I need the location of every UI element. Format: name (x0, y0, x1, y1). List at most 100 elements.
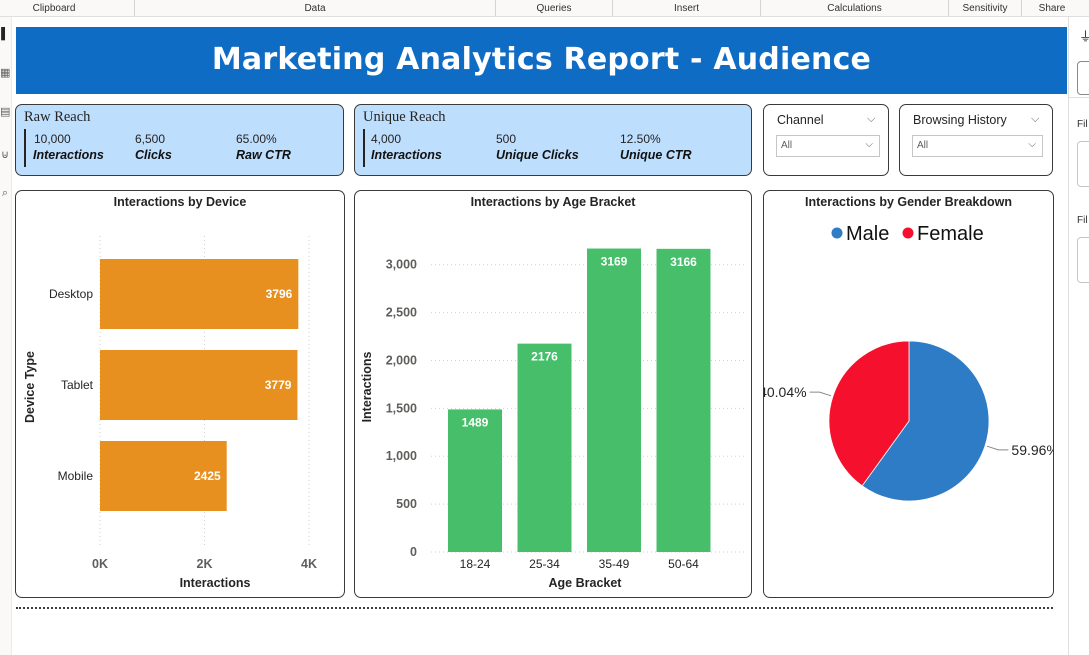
ribbon-separator (612, 0, 613, 16)
age-bar-chart: 0 500 1,000 1,500 2,000 2,500 3,000 1489 18-24 21… (360, 248, 745, 590)
chart-title: Interactions by Device (113, 195, 247, 209)
title-banner: Marketing Analytics Report - Audience (16, 27, 1067, 94)
data-label: 3796 (266, 287, 293, 301)
x-tick-label: 35-49 (599, 557, 630, 571)
x-axis-title: Age Bracket (549, 576, 623, 590)
filters-pane: ⏚ Fil Fil (1068, 17, 1089, 655)
pie-slice (861, 340, 990, 502)
ribbon-group-queries[interactable]: Queries (536, 3, 572, 14)
y-tick-label: 1,500 (386, 401, 417, 415)
kpi-accent-bar (24, 129, 26, 167)
model-view-icon[interactable]: ▤ (0, 106, 11, 118)
filter-section-label: Fil (1077, 215, 1088, 226)
kpi-title: Raw Reach (24, 109, 91, 125)
filter-drop-well[interactable] (1077, 141, 1089, 187)
data-label: 3169 (601, 255, 628, 269)
bar (656, 248, 711, 552)
pie-slice (828, 340, 910, 487)
ribbon-group-insert[interactable]: Insert (673, 3, 699, 14)
view-switcher: ▌ ▦ ▤ ⊍ ⌕ (0, 17, 12, 655)
gender-pie-chart: Male Female 59.96% 40.04% (764, 223, 1054, 502)
chevron-down-icon[interactable]: ⌵ (867, 113, 876, 125)
chevron-down-icon[interactable]: ⌵ (1031, 113, 1040, 125)
x-tick-label: 2K (197, 557, 213, 571)
y-tick-label: 2,500 (386, 306, 417, 320)
slicer-title: Browsing History (913, 113, 1007, 127)
report-canvas: Marketing Analytics Report - Audience Ra… (12, 17, 1068, 655)
slicer-dropdown[interactable]: All ⌵ (912, 135, 1043, 157)
search-icon[interactable]: ⌕ (1, 187, 9, 199)
chevron-down-icon: ⌵ (865, 139, 873, 150)
legend-label: Female (917, 223, 984, 245)
kpi-value-clicks: 6,500 (135, 132, 166, 146)
kpi-value-unique-ctr: 12.50% (620, 132, 661, 146)
device-bar-chart: 0K 2K 4K Desktop 3796 Tablet 3779 Mobile 2425 Int… (23, 236, 317, 590)
chart-title: Interactions by Age Bracket (470, 195, 636, 209)
ribbon: Clipboard Data Queries Insert Calculatio… (0, 0, 1089, 17)
ribbon-separator (495, 0, 496, 16)
kpi-title: Unique Reach (363, 109, 446, 125)
kpi-label-interactions: Interactions (33, 148, 104, 162)
bar (517, 343, 572, 552)
ribbon-group-clipboard[interactable]: Clipboard (32, 3, 76, 14)
leader-line (809, 391, 832, 397)
kpi-value-interactions: 10,000 (34, 132, 71, 146)
kpi-label-interactions: Interactions (371, 148, 442, 162)
kpi-card-raw-reach[interactable]: Raw Reach 10,000 Interactions 6,500 Clic… (15, 104, 344, 176)
y-tick-label: 2,000 (386, 353, 417, 367)
x-axis-title: Interactions (180, 576, 251, 590)
y-tick-label: 500 (396, 497, 417, 511)
kpi-value-raw-ctr: 65.00% (236, 132, 277, 146)
bar (100, 350, 298, 420)
filter-funnel-icon[interactable]: ⏚ (1079, 29, 1089, 44)
kpi-label-clicks: Clicks (135, 148, 172, 162)
kpi-label-unique-clicks: Unique Clicks (496, 148, 579, 162)
ribbon-group-share[interactable]: Share (1038, 3, 1066, 14)
ribbon-separator (1021, 0, 1022, 16)
leader-line (986, 445, 1009, 451)
slicer-channel[interactable]: Channel ⌵ All ⌵ (763, 104, 889, 176)
report-title: Marketing Analytics Report - Audience (211, 42, 872, 77)
data-label: 59.96% (1011, 442, 1054, 458)
dax-query-icon[interactable]: ⊍ (0, 149, 10, 161)
filter-drop-well[interactable] (1077, 237, 1089, 283)
report-view-icon[interactable]: ▌ (1, 28, 9, 40)
slicer-selected-value: All (917, 140, 929, 151)
divider (1069, 97, 1089, 98)
y-tick-label: 3,000 (386, 258, 417, 272)
y-axis-title: Device Type (23, 351, 37, 423)
chart-gender-breakdown[interactable]: Interactions by Gender Breakdown Male Fem… (763, 190, 1054, 598)
data-label: 3779 (265, 378, 292, 392)
filter-section-label: Fil (1077, 119, 1088, 130)
x-tick-label: 50-64 (668, 557, 699, 571)
x-tick-label: 25-34 (529, 557, 560, 571)
data-label: 3166 (670, 255, 697, 269)
x-tick-label: 4K (301, 557, 317, 571)
slicer-dropdown[interactable]: All ⌵ (776, 135, 880, 157)
chart-interactions-by-age[interactable]: Interactions by Age Bracket 0 500 1,000 1,5… (354, 190, 752, 598)
data-label: 2425 (194, 469, 221, 483)
slicer-selected-value: All (781, 140, 793, 151)
ribbon-group-calculations[interactable]: Calculations (827, 3, 882, 14)
chart-interactions-by-device[interactable]: Interactions by Device 0K 2K 4K Desktop 3796… (15, 190, 345, 598)
data-label: 1489 (462, 415, 489, 429)
legend-marker-female (902, 227, 914, 239)
kpi-accent-bar (363, 129, 365, 167)
x-tick-label: 18-24 (460, 557, 491, 571)
filter-search-input[interactable] (1077, 61, 1089, 95)
slicer-browsing-history[interactable]: Browsing History ⌵ All ⌵ (899, 104, 1053, 176)
ribbon-separator (948, 0, 949, 16)
kpi-label-raw-ctr: Raw CTR (236, 148, 291, 162)
slicer-title: Channel (777, 113, 824, 127)
bar (100, 441, 227, 511)
y-tick-label: 0 (410, 545, 417, 559)
kpi-card-unique-reach[interactable]: Unique Reach 4,000 Interactions 500 Uniq… (354, 104, 752, 176)
kpi-value-unique-clicks: 500 (496, 132, 517, 146)
y-axis-title: Interactions (360, 352, 374, 423)
y-tick-label: Tablet (61, 378, 94, 392)
ribbon-group-data[interactable]: Data (304, 3, 326, 14)
chevron-down-icon: ⌵ (1028, 139, 1036, 150)
dotted-divider (16, 607, 1053, 609)
ribbon-group-sensitivity[interactable]: Sensitivity (962, 3, 1008, 14)
table-view-icon[interactable]: ▦ (0, 67, 11, 79)
